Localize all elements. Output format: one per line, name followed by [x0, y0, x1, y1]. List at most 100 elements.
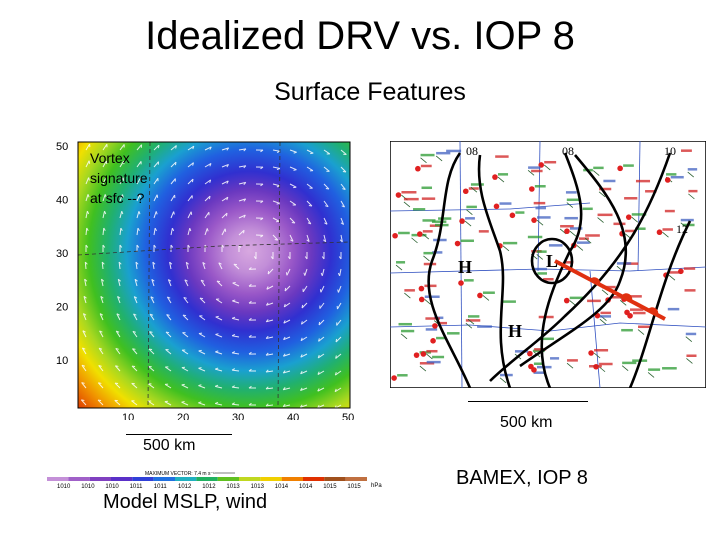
wind-vector-head [293, 151, 297, 154]
station-marker [625, 214, 632, 220]
wind-vector [198, 350, 206, 355]
colorbar-label: 1011 [154, 484, 168, 490]
wind-vector [132, 348, 138, 355]
wind-vector [135, 262, 138, 270]
wind-vector [304, 268, 308, 276]
wind-vector [202, 262, 206, 270]
wind-vector-head [321, 256, 325, 260]
wind-vector [204, 211, 210, 219]
wind-vector [85, 160, 90, 168]
wind-vector-head [283, 336, 286, 340]
wind-vector-head [248, 283, 252, 287]
wind-vector [148, 348, 155, 355]
station-text [436, 151, 451, 155]
wind-vector-head [167, 296, 171, 299]
wind-vector-head [115, 347, 119, 350]
wind-vector [136, 194, 141, 202]
wind-vector-head [248, 402, 252, 406]
wind-barb [631, 216, 639, 223]
wind-vector-head [86, 227, 89, 231]
wind-vector-head [81, 382, 85, 384]
wind-vector [81, 347, 87, 355]
wind-vector-head [192, 162, 194, 166]
station-text [425, 328, 438, 331]
wind-vector [204, 146, 212, 151]
station-text [587, 299, 601, 303]
wind-vector [284, 285, 291, 292]
wind-vector [265, 387, 274, 390]
wind-vector-head [260, 217, 264, 221]
wind-vector-head [320, 272, 323, 276]
wind-vector [232, 352, 240, 355]
wind-vector [318, 319, 325, 326]
wind-barb [419, 365, 427, 372]
wind-vector [266, 336, 274, 339]
wind-vector [272, 166, 280, 169]
wind-vector-head [187, 244, 191, 248]
wind-vector [164, 383, 172, 389]
wind-barb [467, 318, 475, 325]
wind-vector-head [300, 337, 303, 341]
station-text [662, 367, 677, 370]
station-text [593, 166, 604, 170]
wind-vector-head [102, 244, 106, 248]
station-text [420, 164, 432, 168]
wind-barb [404, 292, 411, 299]
wind-vector-head [265, 403, 269, 407]
wind-vector-head [202, 261, 206, 265]
station-text [401, 329, 415, 333]
station-text [537, 272, 547, 275]
wind-vector [81, 364, 87, 372]
wind-vector-head [274, 239, 278, 241]
slide-subtitle: Surface Features [274, 78, 466, 106]
wind-vector-head [282, 353, 286, 357]
colorbar-cell [47, 477, 69, 481]
wind-vector-head [153, 244, 157, 248]
wind-vector [199, 297, 206, 304]
station-text [422, 230, 433, 233]
wind-vector [170, 145, 177, 151]
wind-vector [198, 333, 206, 338]
wind-vector-head [225, 213, 228, 217]
wind-vector [204, 163, 212, 168]
wind-vector [118, 261, 121, 270]
wind-vector-head [243, 182, 247, 186]
isobar-labels: 08 08 10 12 [466, 144, 688, 236]
wind-vector-head [104, 210, 107, 215]
wind-vector-head [86, 210, 90, 215]
y-tick-label: 40 [56, 195, 68, 207]
wind-vector [164, 366, 172, 372]
wind-vector-head [105, 177, 107, 181]
colorbar-cell [68, 477, 90, 481]
wind-vector-head [283, 303, 286, 308]
wind-vector [167, 279, 172, 287]
wind-vector-head [136, 244, 140, 248]
wind-vector-head [209, 179, 212, 183]
station-text [597, 213, 613, 217]
isobar-label: 10 [664, 144, 676, 158]
wind-vector-head [84, 278, 88, 282]
station-text [460, 239, 474, 243]
station-text [534, 348, 547, 351]
station-marker [493, 203, 500, 210]
wind-vector [200, 279, 206, 287]
wind-vector [221, 164, 229, 168]
wind-vector [136, 177, 141, 185]
wind-barb [687, 171, 694, 178]
wind-vector [221, 180, 229, 185]
wind-vector-head [325, 187, 329, 190]
wind-vector [215, 385, 223, 389]
station-text [565, 191, 577, 194]
colorbar-cell [303, 477, 325, 481]
wind-vector [198, 385, 206, 389]
wind-vector-head [215, 350, 219, 353]
wind-vector [221, 212, 228, 219]
wind-vector [238, 165, 246, 168]
station-text [403, 197, 419, 201]
pressure-centers: H L H [458, 251, 558, 341]
colorbar-label: 1011 [130, 484, 144, 490]
wind-vector-head [134, 278, 138, 282]
station-text [683, 267, 696, 270]
wind-vector [153, 194, 158, 202]
wind-vector [204, 228, 208, 236]
